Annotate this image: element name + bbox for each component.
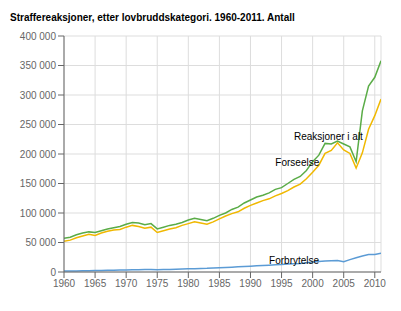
- svg-text:1985: 1985: [208, 278, 231, 289]
- svg-text:50 000: 50 000: [25, 237, 56, 248]
- svg-text:Forbrytelse: Forbrytelse: [269, 255, 319, 266]
- svg-text:Reaksjoner i alt: Reaksjoner i alt: [294, 131, 363, 142]
- svg-text:0: 0: [50, 267, 56, 278]
- svg-text:Forseelse: Forseelse: [275, 157, 319, 168]
- svg-text:2005: 2005: [333, 278, 356, 289]
- svg-text:200 000: 200 000: [20, 149, 57, 160]
- svg-text:2010: 2010: [364, 278, 387, 289]
- svg-text:1990: 1990: [239, 278, 262, 289]
- svg-text:250 000: 250 000: [20, 119, 57, 130]
- svg-text:1995: 1995: [270, 278, 293, 289]
- svg-text:1970: 1970: [115, 278, 138, 289]
- svg-text:1960: 1960: [53, 278, 76, 289]
- svg-text:1980: 1980: [177, 278, 200, 289]
- svg-text:400 000: 400 000: [20, 31, 57, 42]
- svg-text:1965: 1965: [84, 278, 107, 289]
- svg-text:2000: 2000: [302, 278, 325, 289]
- svg-text:100 000: 100 000: [20, 208, 57, 219]
- svg-text:350 000: 350 000: [20, 60, 57, 71]
- html-text:Straffereaksjoner, etter lovbr: Straffereaksjoner, etter lovbruddskatego…: [10, 12, 295, 23]
- svg-text:300 000: 300 000: [20, 90, 57, 101]
- svg-text:150 000: 150 000: [20, 178, 57, 189]
- svg-text:1975: 1975: [146, 278, 169, 289]
